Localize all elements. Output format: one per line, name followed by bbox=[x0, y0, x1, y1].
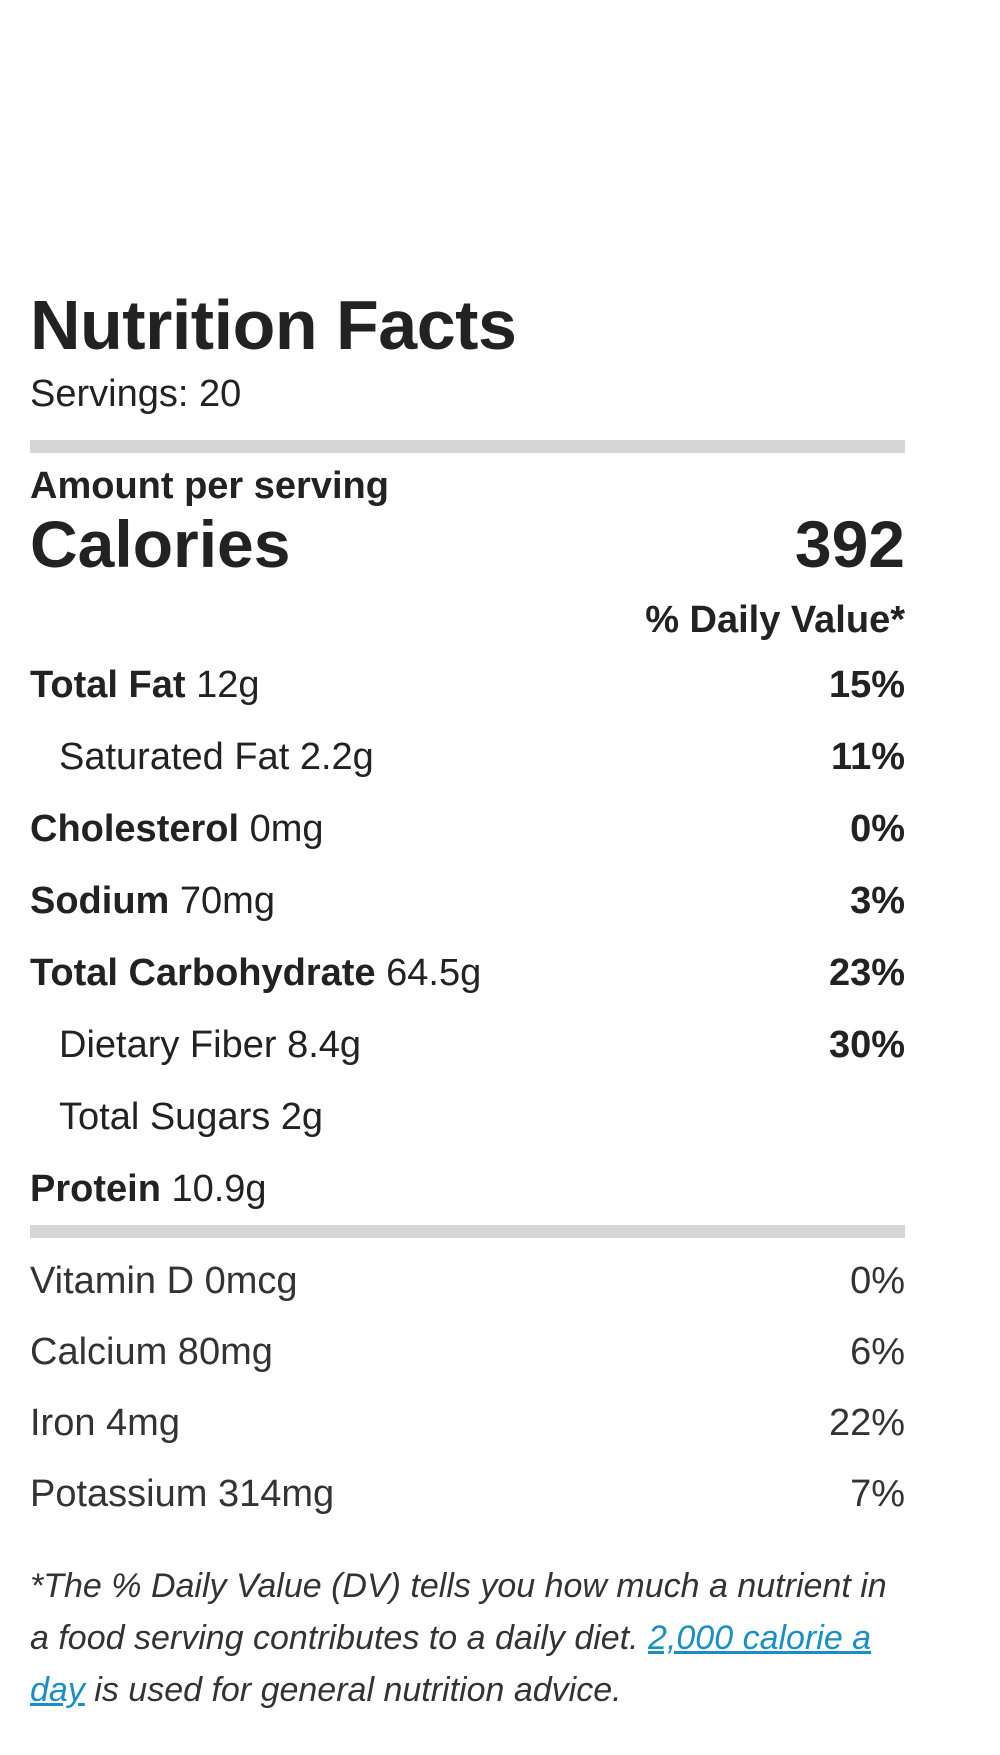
nutrient-percent: 23% bbox=[828, 952, 905, 995]
nutrient-label: Saturated Fat 2.2g bbox=[30, 721, 374, 793]
nutrient-percent: 11% bbox=[831, 736, 905, 779]
nutrition-label: Nutrition Facts Servings: 20 Amount per … bbox=[30, 290, 905, 1716]
footnote-intro: *The % Daily Value (DV) tells you how mu… bbox=[30, 1567, 887, 1658]
nutrient-row-protein: Protein 10.9g bbox=[30, 1153, 905, 1225]
nutrient-row-saturated-fat: Saturated Fat 2.2g 11% bbox=[30, 721, 905, 793]
nutrient-amount: 10.9g bbox=[171, 1168, 267, 1211]
servings-text: Servings: 20 bbox=[30, 373, 242, 415]
vitamin-label: Iron 4mg bbox=[30, 1402, 180, 1445]
vitamin-label: Potassium 314mg bbox=[30, 1473, 335, 1516]
calories-value: 392 bbox=[794, 507, 905, 582]
footnote-outro: is used for general nutrition advice. bbox=[94, 1671, 622, 1710]
nutrient-row-total-fat: Total Fat 12g 15% bbox=[30, 649, 905, 721]
nutrient-row-total-sugars: Total Sugars 2g bbox=[30, 1081, 905, 1153]
nutrient-amount: 64.5g bbox=[386, 952, 482, 995]
nutrient-percent: 30% bbox=[828, 1024, 905, 1067]
nutrient-name: Total Carbohydrate bbox=[30, 952, 376, 995]
nutrient-name: Total Sugars bbox=[59, 1096, 271, 1139]
nutrient-name: Cholesterol bbox=[30, 808, 240, 851]
nutrient-label: Protein 10.9g bbox=[30, 1153, 267, 1225]
nutrient-percent: 15% bbox=[828, 664, 905, 707]
nutrient-row-total-carbohydrate: Total Carbohydrate 64.5g 23% bbox=[30, 937, 905, 1009]
nutrient-row-sodium: Sodium 70mg 3% bbox=[30, 865, 905, 937]
daily-value-footnote: *The % Daily Value (DV) tells you how mu… bbox=[30, 1560, 905, 1716]
daily-value-header: % Daily Value* bbox=[645, 598, 905, 641]
nutrient-name: Total Fat bbox=[30, 664, 186, 707]
nutrient-label: Dietary Fiber 8.4g bbox=[30, 1009, 361, 1081]
nutrient-name: Sodium bbox=[30, 880, 170, 923]
nutrient-amount: 8.4g bbox=[287, 1024, 362, 1067]
vitamin-percent: 7% bbox=[850, 1473, 905, 1516]
vitamin-label: Vitamin D 0mcg bbox=[30, 1260, 298, 1303]
nutrient-name: Protein bbox=[30, 1168, 161, 1211]
nutrient-row-cholesterol: Cholesterol 0mg 0% bbox=[30, 793, 905, 865]
calorie-guide-link[interactable]: 2,000 calorie a day bbox=[30, 1619, 872, 1710]
nutrient-amount: 2g bbox=[280, 1096, 324, 1139]
vitamin-row-calcium: Calcium 80mg 6% bbox=[30, 1317, 905, 1388]
nutrient-percent: 0% bbox=[850, 808, 905, 851]
vitamin-label: Calcium 80mg bbox=[30, 1331, 273, 1374]
nutrient-label: Cholesterol 0mg bbox=[30, 793, 324, 865]
nutrient-amount: 2.2g bbox=[299, 736, 374, 779]
nutrient-name: Dietary Fiber bbox=[59, 1024, 277, 1067]
nutrient-amount: 0mg bbox=[249, 808, 324, 851]
nutrient-name: Saturated Fat bbox=[59, 736, 290, 779]
vitamin-row-iron: Iron 4mg 22% bbox=[30, 1388, 905, 1459]
amount-per-serving: Amount per serving bbox=[30, 464, 389, 507]
divider-bar bbox=[30, 439, 905, 453]
vitamin-row-potassium: Potassium 314mg 7% bbox=[30, 1459, 905, 1530]
nutrient-amount: 12g bbox=[196, 664, 260, 707]
vitamin-percent: 6% bbox=[850, 1331, 905, 1374]
calories-label: Calories bbox=[30, 507, 291, 582]
vitamin-row-vitamin-d: Vitamin D 0mcg 0% bbox=[30, 1246, 905, 1317]
calories-row: Calories 392 bbox=[30, 507, 905, 582]
nutrient-row-dietary-fiber: Dietary Fiber 8.4g 30% bbox=[30, 1009, 905, 1081]
nutrient-label: Sodium 70mg bbox=[30, 865, 275, 937]
nutrient-label: Total Sugars 2g bbox=[30, 1081, 323, 1153]
divider-bar bbox=[30, 1225, 905, 1239]
nutrient-amount: 70mg bbox=[179, 880, 275, 923]
nutrient-percent: 3% bbox=[850, 880, 905, 923]
page-title: Nutrition Facts bbox=[30, 286, 517, 364]
nutrient-label: Total Fat 12g bbox=[30, 649, 259, 721]
vitamin-percent: 0% bbox=[850, 1260, 905, 1303]
vitamin-percent: 22% bbox=[828, 1402, 905, 1445]
nutrient-label: Total Carbohydrate 64.5g bbox=[30, 937, 481, 1009]
